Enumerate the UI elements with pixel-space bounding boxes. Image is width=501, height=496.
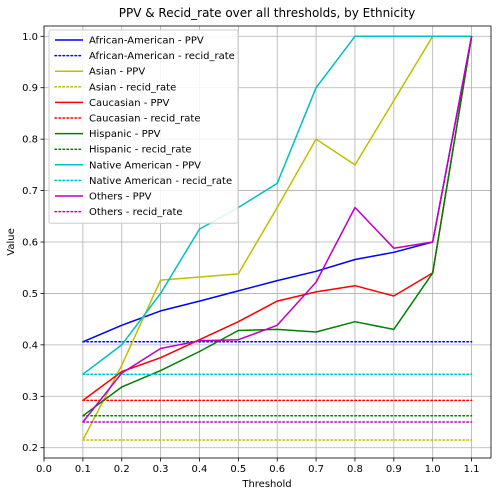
series-line-0	[82, 36, 473, 343]
series-line-6	[82, 36, 473, 417]
x-tick-label: 0.1	[75, 464, 91, 475]
y-tick-label: 0.5	[22, 289, 38, 300]
x-tick-label: 0.5	[230, 464, 246, 475]
x-tick-label: 0.4	[192, 464, 208, 475]
legend-entry: Native American - PPV	[89, 160, 201, 171]
legend-entry: Hispanic - recid_rate	[89, 145, 192, 156]
chart-title: PPV & Recid_rate over all thresholds, by…	[119, 6, 416, 20]
x-tick-label: 0.2	[114, 464, 130, 475]
legend-entry: Caucasian - recid_rate	[89, 114, 200, 125]
legend-entry: African-American - PPV	[89, 36, 204, 47]
plot-lines	[82, 35, 473, 441]
x-tick-label: 1.1	[464, 464, 480, 475]
x-tick-label: 1.0	[425, 464, 441, 475]
y-axis-label: Value	[6, 228, 17, 255]
y-tick-label: 0.2	[22, 443, 38, 454]
y-tick-label: 0.8	[22, 135, 38, 146]
y-tick-label: 0.4	[22, 340, 38, 351]
x-tick-label: 0.6	[269, 464, 285, 475]
x-axis-ticks: 0.0 0.1 0.2 0.3 0.4 0.5 0.6 0.7 0.8 0.9 1.0 1.1	[36, 458, 480, 475]
x-axis-label: Threshold	[241, 479, 291, 490]
legend-entry: African-American - recid_rate	[89, 51, 235, 62]
legend-entry: Native American - recid_rate	[89, 176, 232, 187]
y-tick-label: 0.6	[22, 238, 38, 249]
y-tick-label: 0.7	[22, 186, 38, 197]
legend-entry: Others - PPV	[89, 192, 152, 203]
legend-entry: Caucasian - PPV	[89, 98, 170, 109]
x-tick-label: 0.8	[347, 464, 363, 475]
legend-entry: Hispanic - PPV	[89, 129, 161, 140]
x-tick-label: 0.0	[36, 464, 52, 475]
legend: African-American - PPV African-American -…	[48, 29, 239, 224]
x-tick-label: 0.7	[308, 464, 324, 475]
legend-box	[48, 29, 239, 224]
x-tick-label: 0.9	[386, 464, 402, 475]
series-line-10	[82, 36, 473, 423]
x-tick-label: 0.3	[153, 464, 169, 475]
y-axis-ticks: 0.2 0.3 0.4 0.5 0.6 0.7 0.8 0.9 1.0	[22, 32, 44, 454]
series-line-2	[82, 35, 472, 441]
legend-entry: Asian - recid_rate	[89, 82, 176, 93]
series-line-4	[82, 36, 473, 402]
y-tick-label: 1.0	[22, 32, 38, 43]
y-tick-label: 0.9	[22, 83, 38, 94]
legend-entry: Others - recid_rate	[89, 207, 183, 218]
legend-entry: Asian - PPV	[89, 67, 145, 78]
series-line-8	[82, 35, 472, 375]
y-tick-label: 0.3	[22, 392, 38, 403]
